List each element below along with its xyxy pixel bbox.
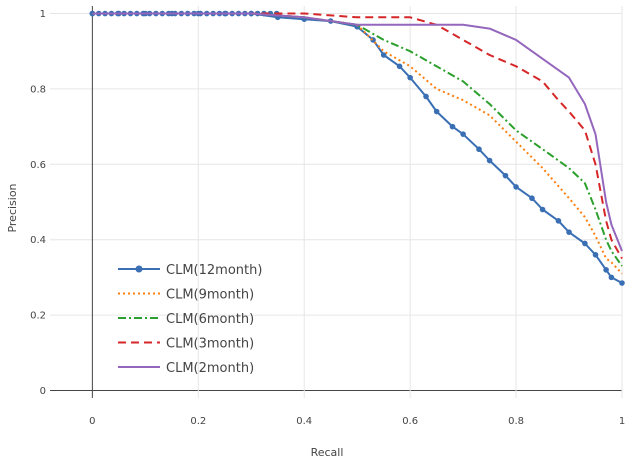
legend-item: CLM(6month) bbox=[118, 312, 254, 327]
data-point bbox=[529, 195, 535, 202]
tick-labels: 0 0.2 0.4 0.6 0.8 1 0 0.2 0.4 0.6 0.8 1 bbox=[30, 9, 625, 427]
data-point bbox=[566, 229, 572, 235]
x-tick-label: 0.4 bbox=[296, 416, 312, 427]
data-point bbox=[89, 10, 96, 17]
series-line bbox=[92, 12, 623, 259]
x-tick-label: 0.6 bbox=[402, 416, 418, 427]
legend-item: CLM(2month) bbox=[118, 361, 254, 376]
x-tick-label: 1 bbox=[619, 416, 625, 427]
series-line bbox=[92, 12, 623, 275]
x-tick-label: 0 bbox=[89, 416, 95, 427]
legend-label: CLM(12month) bbox=[166, 263, 262, 278]
series-CLM(9month) bbox=[92, 12, 623, 275]
data-point bbox=[396, 63, 403, 70]
legend-label: CLM(9month) bbox=[166, 288, 254, 303]
data-point bbox=[486, 157, 493, 164]
data-point bbox=[433, 108, 440, 115]
data-point bbox=[460, 131, 466, 137]
data-point bbox=[423, 93, 429, 100]
y-tick-label: 0.8 bbox=[30, 84, 46, 95]
y-tick-label: 0.6 bbox=[30, 160, 46, 171]
legend-label: CLM(6month) bbox=[166, 312, 254, 327]
data-point bbox=[539, 206, 546, 213]
x-tick-label: 0.8 bbox=[508, 416, 524, 427]
series-CLM(3month) bbox=[92, 12, 623, 259]
data-point bbox=[513, 184, 519, 190]
data-point bbox=[502, 172, 509, 179]
legend-label: CLM(2month) bbox=[166, 361, 254, 376]
series-CLM(6month) bbox=[92, 12, 623, 267]
data-point bbox=[449, 123, 456, 130]
x-axis-title: Recall bbox=[311, 446, 344, 459]
data-point bbox=[380, 52, 387, 58]
y-tick-label: 0.2 bbox=[30, 311, 46, 322]
y-tick-label: 0.4 bbox=[30, 235, 46, 246]
x-tick-label: 0.2 bbox=[190, 416, 206, 427]
data-point bbox=[592, 251, 599, 258]
series-line bbox=[92, 12, 623, 267]
y-tick-label: 0 bbox=[40, 386, 46, 397]
y-tick-label: 1 bbox=[40, 9, 46, 20]
series-lines bbox=[89, 10, 625, 286]
data-point bbox=[555, 218, 562, 224]
series-line bbox=[92, 12, 623, 252]
legend: CLM(12month) CLM(9month) CLM(6month) CLM(3m… bbox=[118, 263, 262, 376]
data-point bbox=[476, 146, 482, 153]
series-CLM(12month) bbox=[89, 10, 625, 286]
data-point bbox=[603, 267, 609, 273]
legend-label: CLM(3month) bbox=[166, 337, 254, 352]
data-point bbox=[582, 240, 588, 247]
legend-item: CLM(9month) bbox=[118, 288, 254, 303]
series-CLM(2month) bbox=[92, 12, 623, 252]
legend-marker bbox=[135, 265, 143, 273]
legend-item: CLM(12month) bbox=[118, 263, 262, 278]
data-point bbox=[619, 280, 625, 286]
series-line bbox=[92, 12, 623, 284]
y-axis-title: Precision bbox=[6, 183, 19, 232]
data-point bbox=[608, 274, 615, 281]
legend-item: CLM(3month) bbox=[118, 337, 254, 352]
data-point bbox=[407, 74, 413, 81]
